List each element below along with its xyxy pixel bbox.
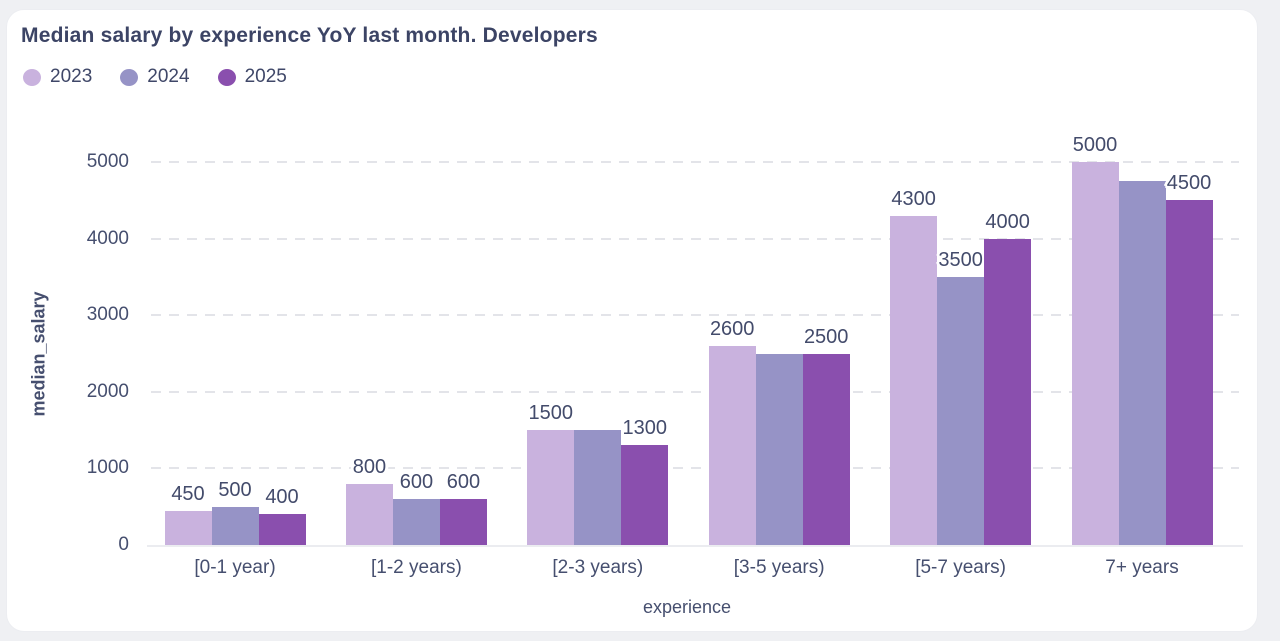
bar-2023-cat5[interactable] bbox=[1071, 162, 1119, 545]
bar-value-label-2025-cat2: 1300 bbox=[622, 417, 668, 440]
bar-2024-cat4[interactable] bbox=[937, 276, 985, 545]
bar-value-label-2023-cat2: 1500 bbox=[528, 402, 574, 425]
gridline-1000 bbox=[151, 467, 1239, 470]
bar-2025-cat4[interactable] bbox=[984, 238, 1032, 545]
gridline-4000 bbox=[151, 237, 1239, 240]
bar-2024-cat5[interactable] bbox=[1118, 181, 1166, 545]
bar-2025-cat2[interactable] bbox=[621, 445, 669, 545]
legend-label: 2024 bbox=[147, 66, 190, 87]
bar-2025-cat0[interactable] bbox=[258, 514, 306, 545]
x-tick-label-cat3: [3-5 years) bbox=[733, 557, 825, 578]
bar-2024-cat3[interactable] bbox=[755, 353, 803, 545]
bar-2025-cat3[interactable] bbox=[802, 353, 850, 545]
bar-value-label-2025-cat3: 2500 bbox=[803, 325, 849, 348]
y-tick-label-4000: 4000 bbox=[86, 227, 129, 249]
bar-value-label-2023-cat5: 5000 bbox=[1072, 134, 1118, 156]
x-tick-label-cat4: [5-7 years) bbox=[915, 557, 1006, 578]
bar-2024-cat2[interactable] bbox=[574, 430, 622, 545]
bar-value-label-2023-cat3: 2600 bbox=[709, 317, 755, 340]
legend-label: 2025 bbox=[244, 66, 287, 87]
bar-2023-cat3[interactable] bbox=[708, 345, 756, 545]
bar-2023-cat2[interactable] bbox=[527, 430, 575, 545]
y-tick-label-5000: 5000 bbox=[86, 151, 129, 172]
x-tick-label-cat2: [2-3 years) bbox=[552, 557, 644, 578]
bar-value-label-2024-cat0: 500 bbox=[218, 478, 252, 501]
x-tick-label-cat1: [1-2 years) bbox=[370, 557, 462, 578]
x-axis-title: experience bbox=[642, 597, 732, 617]
bar-value-label-2023-cat1: 800 bbox=[352, 455, 387, 478]
bar-value-label-2025-cat4: 4000 bbox=[985, 210, 1030, 233]
legend-item-2024[interactable]: 2024 bbox=[120, 66, 190, 88]
x-tick-label-cat5: 7+ years bbox=[1105, 557, 1179, 578]
bar-2023-cat4[interactable] bbox=[890, 215, 938, 545]
legend-item-2023[interactable]: 2023 bbox=[23, 66, 92, 88]
legend-label: 2023 bbox=[50, 66, 93, 87]
legend-swatch-2025 bbox=[217, 68, 236, 86]
y-tick-label-2000: 2000 bbox=[86, 380, 129, 402]
bar-value-label-2024-cat4: 3500 bbox=[938, 248, 983, 271]
gridline-5000 bbox=[151, 161, 1239, 163]
bar-value-label-2023-cat0: 450 bbox=[171, 482, 205, 505]
bar-value-label-2024-cat1: 600 bbox=[399, 471, 434, 494]
bar-2024-cat1[interactable] bbox=[392, 499, 440, 545]
bar-2025-cat5[interactable] bbox=[1165, 200, 1213, 545]
bar-value-label-2025-cat0: 400 bbox=[265, 486, 299, 509]
bar-2025-cat1[interactable] bbox=[439, 499, 487, 545]
bar-value-label-2025-cat1: 600 bbox=[446, 471, 481, 494]
chart-card: Median salary by experience YoY last mon… bbox=[6, 9, 1258, 632]
y-axis-title: median_salary bbox=[28, 291, 49, 417]
y-tick-label-1000: 1000 bbox=[86, 457, 129, 479]
legend-swatch-2024 bbox=[120, 68, 139, 86]
chart-title: Median salary by experience YoY last mon… bbox=[21, 24, 598, 47]
legend: 2023 2024 2025 bbox=[23, 66, 287, 88]
y-tick-label-3000: 3000 bbox=[86, 304, 129, 326]
plot-area: median_salary experience 0 1000 2000 3000 40… bbox=[7, 10, 1257, 631]
legend-swatch-2023 bbox=[23, 68, 41, 86]
x-tick-label-cat0: [0-1 year) bbox=[194, 557, 276, 578]
bar-2024-cat0[interactable] bbox=[211, 506, 259, 545]
x-axis-line bbox=[147, 545, 1243, 547]
gridline-2000 bbox=[151, 390, 1239, 393]
y-tick-label-0: 0 bbox=[118, 534, 129, 555]
bar-2023-cat1[interactable] bbox=[345, 483, 393, 545]
bar-2023-cat0[interactable] bbox=[164, 510, 212, 545]
legend-item-2025[interactable]: 2025 bbox=[217, 66, 287, 88]
bar-value-label-2023-cat4: 4300 bbox=[891, 187, 936, 210]
gridline-3000 bbox=[151, 314, 1239, 317]
bar-value-label-2025-cat5: 4500 bbox=[1166, 172, 1212, 195]
